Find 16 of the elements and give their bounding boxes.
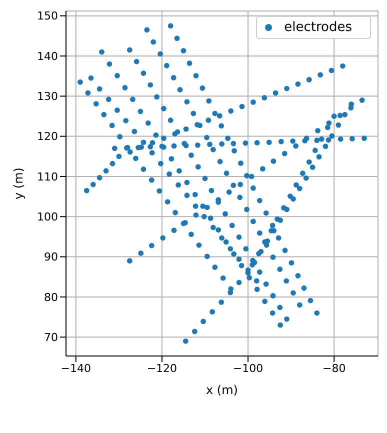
x-tick-label: −80 (322, 362, 346, 375)
y-tick-label: 90 (44, 250, 58, 264)
y-tick-label: 130 (37, 90, 58, 104)
y-tick-label: 150 (37, 10, 58, 23)
legend-label: electrodes (284, 20, 352, 35)
y-axis-title: y (m) (11, 168, 26, 200)
x-tick-label: −100 (232, 362, 264, 375)
y-tick-label: 140 (37, 50, 58, 63)
x-tick-label: −120 (146, 362, 178, 375)
x-tick-label: −140 (60, 362, 92, 375)
y-tick-label: 70 (44, 331, 58, 344)
y-tick-label: 110 (37, 170, 58, 184)
x-axis-title: x (m) (206, 383, 238, 397)
y-tick-label: 120 (37, 130, 58, 144)
y-tick-label: 80 (44, 290, 58, 304)
y-tick-label: 100 (37, 210, 58, 224)
